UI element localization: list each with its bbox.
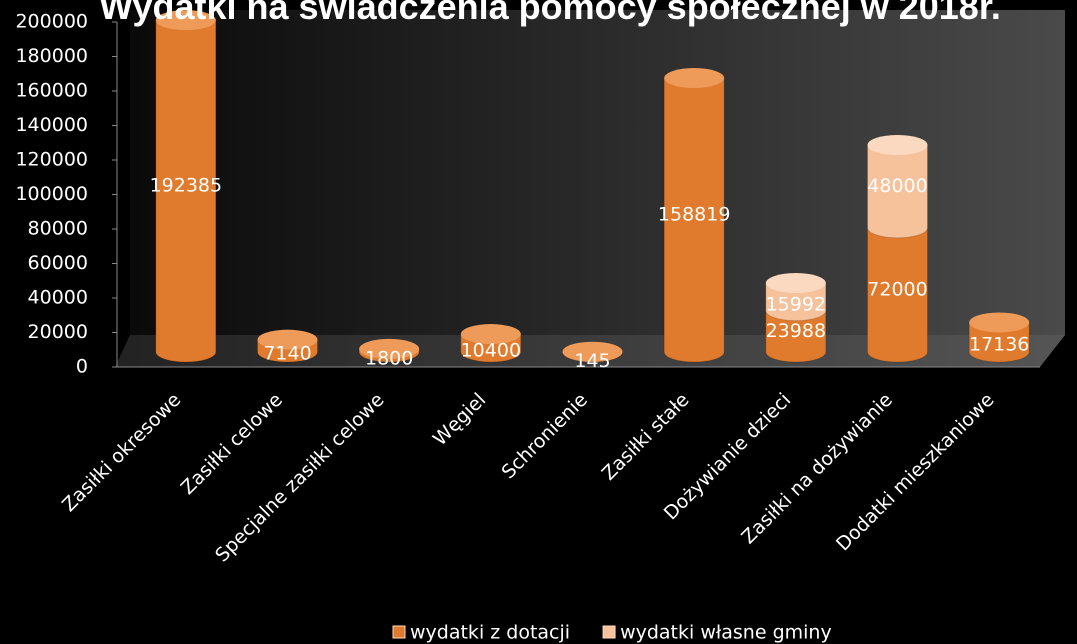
x-tick-label: Zasiłki celowe <box>177 389 287 499</box>
data-label: 15992 <box>766 293 826 315</box>
bar-cap <box>867 135 928 155</box>
bar-cap <box>664 68 725 89</box>
y-tick-label: 60000 <box>28 252 88 274</box>
data-label: 23988 <box>766 320 826 342</box>
data-label: 192385 <box>150 175 223 197</box>
data-label: 145 <box>574 350 610 372</box>
y-tick-label: 160000 <box>15 80 88 102</box>
legend-swatch <box>392 625 406 639</box>
bar-cap <box>562 341 623 362</box>
y-tick-label: 120000 <box>15 149 88 171</box>
x-tick-label: Węgiel <box>429 389 490 450</box>
y-tick-label: 100000 <box>15 183 88 205</box>
bar <box>155 19 217 363</box>
data-label: 7140 <box>263 342 311 364</box>
chart-title: Wydatki na świadczenia pomocy społecznej… <box>99 0 1001 27</box>
bar-cap <box>257 329 318 350</box>
legend-swatch <box>602 625 616 639</box>
legend-label: wydatki z dotacji <box>410 622 570 644</box>
x-tick-label: Specjalne zasiłki celowe <box>211 389 388 566</box>
bar <box>765 310 827 363</box>
x-tick-label: Zasiłki stałe <box>598 389 694 485</box>
bar-cap <box>765 273 826 294</box>
data-label: 10400 <box>461 340 521 362</box>
data-label: 158819 <box>658 204 731 226</box>
bar-cap <box>155 10 216 31</box>
bar-cap <box>359 338 420 359</box>
data-label: 17136 <box>969 334 1029 356</box>
y-tick-label: 80000 <box>28 218 88 240</box>
bar-cap <box>460 324 521 345</box>
bar <box>968 321 1030 363</box>
legend-label: wydatki własne gminy <box>620 622 832 644</box>
y-tick-label: 40000 <box>28 287 88 309</box>
y-tick-label: 0 <box>76 356 88 378</box>
data-label: 48000 <box>867 175 927 197</box>
bar <box>663 77 725 363</box>
y-tick-label: 20000 <box>28 321 88 343</box>
bar <box>867 227 928 363</box>
bar-cap <box>969 312 1030 333</box>
y-tick-label: 140000 <box>15 114 88 136</box>
bar <box>867 144 928 239</box>
data-label: 1800 <box>365 347 413 369</box>
x-tick-label: Schronienie <box>497 389 591 483</box>
data-label: 72000 <box>867 278 927 300</box>
x-tick-label: Zasiłki okresowe <box>58 389 185 516</box>
y-tick-label: 200000 <box>15 11 88 33</box>
bar <box>765 282 827 322</box>
back-wall <box>130 10 1065 335</box>
y-tick-label: 180000 <box>15 45 88 67</box>
